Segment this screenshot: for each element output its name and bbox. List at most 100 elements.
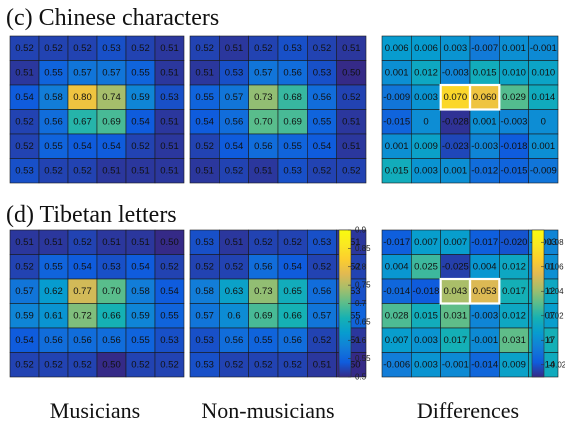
cell-value: 0.52 bbox=[195, 141, 214, 152]
cell-value: 0.52 bbox=[225, 359, 244, 370]
cell-value: -0.001 bbox=[471, 335, 498, 346]
cell-value: 0.54 bbox=[73, 141, 92, 152]
cell-value: 0.54 bbox=[15, 92, 34, 103]
heatmap-cell bbox=[125, 133, 156, 159]
heatmap-cell bbox=[67, 327, 98, 353]
cell-value: 0.53 bbox=[15, 165, 34, 176]
cell-value: 0.52 bbox=[131, 43, 150, 54]
heatmap-cell bbox=[96, 303, 127, 329]
cell-value: 0.51 bbox=[342, 141, 361, 152]
cell-value: 0.58 bbox=[44, 92, 63, 103]
cell-value: 0.52 bbox=[44, 359, 63, 370]
heatmap-d-non-musicians: 0.53 0.51 0.52 0.52 0.53 0.51 0.52 0.52 0.56 0.54… bbox=[189, 229, 367, 378]
heatmap-cell bbox=[38, 352, 69, 378]
heatmap-cell bbox=[307, 303, 337, 329]
heatmap-cell bbox=[38, 303, 69, 329]
heatmap-cell bbox=[219, 158, 249, 184]
colorbar-tick-label: 0.08 bbox=[548, 238, 564, 247]
heatmap-cell bbox=[154, 229, 185, 255]
cell-value: 0.55 bbox=[44, 141, 63, 152]
cell-value: 0.52 bbox=[15, 43, 34, 54]
cell-value: 0.51 bbox=[225, 237, 244, 248]
colorbars: 0.90.850.80.750.70.650.60.550.50.080.060… bbox=[338, 226, 565, 382]
cell-value: 0.003 bbox=[414, 335, 438, 346]
cell-value: 0.52 bbox=[313, 43, 332, 54]
heatmap-cell bbox=[154, 352, 185, 378]
cell-value: 0.52 bbox=[313, 165, 332, 176]
heatmap-cell bbox=[307, 278, 337, 304]
cell-value: 0.53 bbox=[195, 359, 214, 370]
heatmap-cell bbox=[381, 84, 412, 110]
cell-value: 0.53 bbox=[225, 67, 244, 78]
cell-value: 0.52 bbox=[225, 261, 244, 272]
cell-value: -0.017 bbox=[471, 237, 498, 248]
cell-value: -0.009 bbox=[383, 92, 410, 103]
cell-value: 0.55 bbox=[283, 141, 302, 152]
heatmap-cell bbox=[499, 303, 529, 329]
cell-value: 0.66 bbox=[102, 310, 121, 321]
heatmap-cell bbox=[440, 327, 471, 353]
label-non-musicians: Non-musicians bbox=[201, 398, 334, 423]
heatmap-cell bbox=[9, 303, 40, 329]
heatmap-cell bbox=[307, 109, 337, 135]
heatmap-cell bbox=[125, 109, 156, 135]
colorbar-tick-label: 0.7 bbox=[355, 299, 367, 308]
heatmap-cell bbox=[307, 133, 337, 159]
cell-value: 0.52 bbox=[342, 165, 361, 176]
heatmap-cell bbox=[381, 327, 412, 353]
heatmap-cell bbox=[248, 109, 279, 135]
cell-value: 0.52 bbox=[313, 261, 332, 272]
cell-value: -0.023 bbox=[442, 141, 469, 152]
heatmap-cell bbox=[189, 303, 220, 329]
cell-value: -0.028 bbox=[442, 116, 469, 127]
cell-value: 0.55 bbox=[195, 92, 214, 103]
cell-value: 0.70 bbox=[102, 286, 121, 297]
heatmap-cell bbox=[189, 327, 220, 353]
cell-value: 0.56 bbox=[313, 92, 332, 103]
heatmap-c-non-musicians: 0.52 0.51 0.52 0.53 0.52 0.51 0.51 0.53 0.57 0.56… bbox=[189, 35, 367, 184]
cell-value: 0.51 bbox=[131, 165, 150, 176]
cell-value: -0.014 bbox=[383, 286, 410, 297]
heatmap-cell bbox=[528, 109, 559, 135]
heatmap-cell bbox=[440, 303, 471, 329]
cell-value: 0.55 bbox=[131, 335, 150, 346]
heatmap-cell bbox=[125, 303, 156, 329]
heatmap-cell bbox=[9, 133, 40, 159]
cell-value: 0.053 bbox=[473, 286, 497, 297]
cell-value: -0.009 bbox=[530, 165, 557, 176]
cell-value: 0.51 bbox=[313, 359, 332, 370]
cell-value: 0.54 bbox=[15, 335, 34, 346]
heatmap-cell bbox=[307, 158, 337, 184]
colorbar-tick-label: 0.06 bbox=[548, 262, 564, 271]
cell-value: 0.51 bbox=[160, 67, 179, 78]
cell-value: 0.017 bbox=[443, 335, 467, 346]
cell-value: 0.014 bbox=[531, 92, 555, 103]
heatmap-cell bbox=[154, 35, 185, 61]
cell-value: 0.010 bbox=[531, 67, 555, 78]
heatmap-cell bbox=[499, 35, 529, 61]
cell-value: 0.57 bbox=[73, 67, 92, 78]
cell-value: -0.003 bbox=[501, 116, 528, 127]
heatmap-cell bbox=[248, 133, 279, 159]
cell-value: -0.007 bbox=[471, 43, 498, 54]
cell-value: 0.028 bbox=[385, 310, 409, 321]
heatmap-cell bbox=[9, 229, 40, 255]
heatmap-cell bbox=[277, 278, 308, 304]
cell-value: 0.50 bbox=[102, 359, 121, 370]
colorbar-tick-label: 0.9 bbox=[355, 226, 367, 235]
heatmap-cell bbox=[125, 84, 156, 110]
cell-value: 0.66 bbox=[283, 310, 302, 321]
heatmap-cell bbox=[189, 35, 220, 61]
cell-value: 0.51 bbox=[102, 237, 121, 248]
cell-value: 0.51 bbox=[131, 237, 150, 248]
heatmap-cell bbox=[336, 84, 367, 110]
cell-value: 0.50 bbox=[160, 237, 179, 248]
cell-value: 0.007 bbox=[385, 335, 409, 346]
colorbar-tick-label: 0 bbox=[548, 336, 553, 345]
cell-value: 0.53 bbox=[313, 237, 332, 248]
heatmap-cell bbox=[248, 352, 279, 378]
heatmap-c-differences: 0.006 0.006 0.003 -0.007 0.001 -0.001 0.001 0.0… bbox=[381, 35, 559, 184]
cell-value: -0.012 bbox=[471, 165, 498, 176]
heatmap-cell bbox=[469, 303, 500, 329]
heatmap-cell bbox=[307, 327, 337, 353]
